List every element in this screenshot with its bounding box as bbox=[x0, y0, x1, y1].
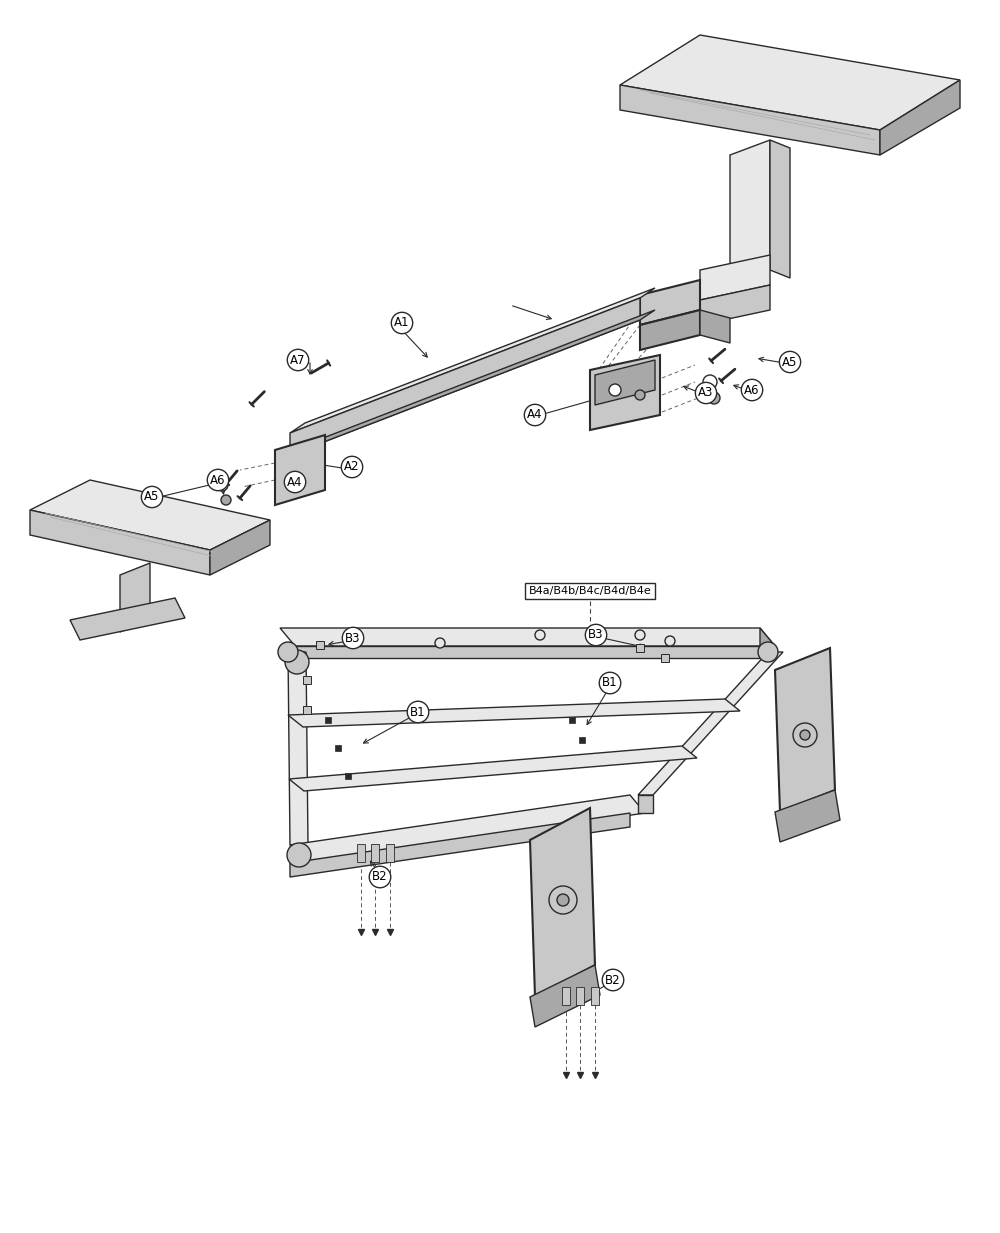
Circle shape bbox=[278, 642, 298, 662]
Bar bbox=[357, 845, 365, 862]
Text: A5: A5 bbox=[782, 355, 798, 369]
Polygon shape bbox=[288, 652, 308, 845]
Text: B4a/B4b/B4c/B4d/B4e: B4a/B4b/B4c/B4d/B4e bbox=[529, 586, 651, 596]
Polygon shape bbox=[290, 298, 640, 455]
Polygon shape bbox=[770, 141, 790, 277]
Bar bbox=[636, 644, 644, 652]
Text: A6: A6 bbox=[210, 473, 226, 487]
Polygon shape bbox=[760, 628, 775, 658]
Polygon shape bbox=[700, 255, 770, 300]
Bar bbox=[303, 676, 311, 684]
Text: B1: B1 bbox=[602, 677, 618, 689]
Polygon shape bbox=[275, 435, 325, 506]
Polygon shape bbox=[775, 790, 840, 842]
Polygon shape bbox=[638, 795, 653, 813]
Text: B1: B1 bbox=[410, 705, 426, 719]
Text: B3: B3 bbox=[588, 629, 604, 641]
Circle shape bbox=[800, 730, 810, 740]
Circle shape bbox=[665, 636, 675, 646]
Text: A4: A4 bbox=[527, 408, 543, 422]
Polygon shape bbox=[280, 646, 760, 658]
Polygon shape bbox=[775, 649, 835, 813]
Bar bbox=[371, 845, 379, 862]
Polygon shape bbox=[290, 289, 655, 433]
Text: A5: A5 bbox=[144, 491, 160, 503]
Bar bbox=[345, 773, 351, 779]
Polygon shape bbox=[700, 285, 770, 326]
Circle shape bbox=[435, 637, 445, 649]
Polygon shape bbox=[210, 520, 270, 575]
Bar bbox=[591, 986, 599, 1005]
Circle shape bbox=[635, 630, 645, 640]
Polygon shape bbox=[640, 309, 700, 350]
Circle shape bbox=[635, 390, 645, 399]
Polygon shape bbox=[30, 510, 210, 575]
Polygon shape bbox=[290, 309, 655, 455]
Text: A2: A2 bbox=[344, 460, 360, 473]
Polygon shape bbox=[638, 652, 783, 795]
Circle shape bbox=[609, 383, 621, 396]
Text: B3: B3 bbox=[345, 631, 361, 645]
Text: A7: A7 bbox=[290, 354, 306, 366]
Polygon shape bbox=[120, 563, 150, 633]
Polygon shape bbox=[290, 845, 308, 866]
Polygon shape bbox=[289, 746, 697, 792]
Circle shape bbox=[557, 894, 569, 906]
Polygon shape bbox=[700, 309, 730, 343]
Bar bbox=[579, 737, 585, 743]
Bar bbox=[316, 641, 324, 649]
Polygon shape bbox=[640, 280, 700, 326]
Bar bbox=[569, 718, 575, 723]
Polygon shape bbox=[288, 699, 740, 727]
Bar bbox=[325, 718, 331, 723]
Polygon shape bbox=[880, 80, 960, 155]
Bar bbox=[386, 845, 394, 862]
Polygon shape bbox=[590, 355, 660, 430]
Circle shape bbox=[549, 887, 577, 914]
Circle shape bbox=[708, 392, 720, 404]
Bar bbox=[562, 986, 570, 1005]
Polygon shape bbox=[290, 813, 630, 877]
Polygon shape bbox=[280, 628, 775, 646]
Polygon shape bbox=[530, 965, 600, 1027]
Polygon shape bbox=[280, 646, 295, 658]
Circle shape bbox=[703, 375, 717, 388]
Circle shape bbox=[287, 843, 311, 867]
Bar bbox=[335, 745, 341, 751]
Polygon shape bbox=[620, 35, 960, 129]
Polygon shape bbox=[70, 598, 185, 640]
Polygon shape bbox=[595, 360, 655, 404]
Circle shape bbox=[535, 630, 545, 640]
Circle shape bbox=[758, 642, 778, 662]
Bar bbox=[303, 707, 311, 714]
Polygon shape bbox=[620, 85, 880, 155]
Circle shape bbox=[285, 650, 309, 674]
Bar bbox=[576, 986, 584, 1005]
Text: A3: A3 bbox=[698, 386, 714, 399]
Text: A1: A1 bbox=[394, 317, 410, 329]
Polygon shape bbox=[290, 795, 645, 863]
Polygon shape bbox=[30, 480, 270, 550]
Circle shape bbox=[216, 478, 228, 491]
Circle shape bbox=[221, 494, 231, 506]
Text: B2: B2 bbox=[372, 870, 388, 884]
Circle shape bbox=[793, 723, 817, 747]
Text: A4: A4 bbox=[287, 476, 303, 488]
Polygon shape bbox=[530, 808, 595, 997]
Text: B2: B2 bbox=[605, 974, 621, 986]
Polygon shape bbox=[730, 141, 770, 285]
Bar bbox=[661, 653, 669, 662]
Text: A6: A6 bbox=[744, 383, 760, 397]
